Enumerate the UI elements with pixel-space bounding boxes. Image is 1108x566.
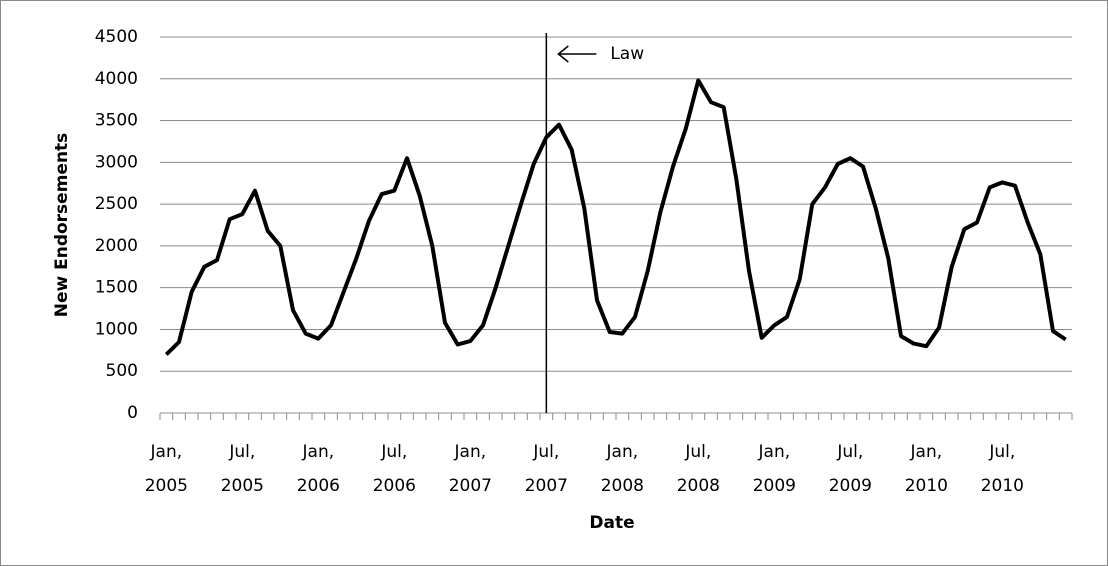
x-tick-label: Jan, 2007: [448, 442, 492, 496]
x-tick-label: Jul, 2006: [372, 442, 416, 496]
y-tick-label: 3500: [95, 111, 138, 131]
y-tick-label: 1500: [95, 278, 138, 298]
y-tick-label: 500: [106, 361, 138, 381]
y-tick-label: 4000: [95, 69, 138, 89]
y-tick-label: 1000: [95, 319, 138, 339]
y-tick-label: 2000: [95, 236, 138, 256]
data-line: [164, 78, 1067, 356]
x-tick-label: Jul, 2007: [524, 442, 568, 496]
x-tick-label: Jul, 2008: [676, 442, 720, 496]
x-tick-label: Jan, 2006: [296, 442, 340, 496]
x-tick-label: Jan, 2005: [144, 442, 188, 496]
y-tick-label: 2500: [95, 194, 138, 214]
x-tick-label: Jan, 2010: [904, 442, 948, 496]
x-tick-label: Jan, 2008: [600, 442, 644, 496]
annotation-text: Law: [610, 44, 644, 64]
x-tick-label: Jul, 2010: [980, 442, 1024, 496]
x-axis-title: Date: [589, 513, 634, 533]
y-tick-label: 0: [127, 403, 138, 423]
x-tick-label: Jul, 2009: [828, 442, 872, 496]
annotation-arrow: [557, 45, 597, 63]
x-tick-label: Jul, 2005: [220, 442, 264, 496]
x-tick-label: Jan, 2009: [752, 442, 796, 496]
y-tick-label: 3000: [95, 152, 138, 172]
y-axis-title: New Endorsements: [52, 133, 72, 318]
y-tick-label: 4500: [95, 27, 138, 47]
